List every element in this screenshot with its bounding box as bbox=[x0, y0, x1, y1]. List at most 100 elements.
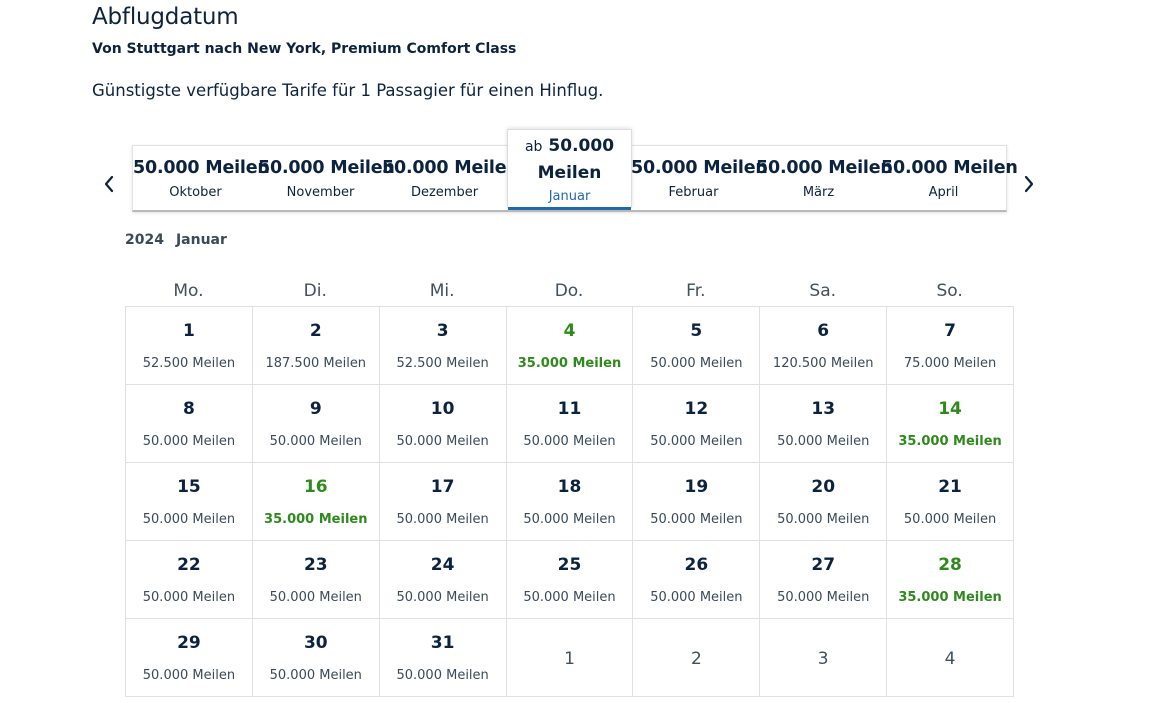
day-number: 28 bbox=[938, 555, 962, 575]
weekday-label: Do. bbox=[554, 281, 584, 301]
day-price: 187.500 Meilen bbox=[265, 356, 367, 371]
month-tab-maerz[interactable]: 50.000 Meilen März bbox=[756, 146, 893, 210]
day-number: 24 bbox=[430, 555, 455, 575]
day-price: 50.000 Meilen bbox=[650, 512, 743, 527]
calendar-day-cell[interactable]: 24 50.000 Meilen bbox=[379, 541, 507, 619]
calendar-day-cell[interactable]: 4 35.000 Meilen bbox=[506, 307, 634, 385]
calendar-day-cell[interactable]: 26 50.000 Meilen bbox=[633, 541, 761, 619]
calendar-day-cell[interactable]: 25 50.000 Meilen bbox=[506, 541, 634, 619]
calendar-day-cell[interactable]: 10 50.000 Meilen bbox=[379, 385, 507, 463]
previous-month-button[interactable] bbox=[98, 172, 120, 196]
month-tab-november[interactable]: 50.000 Meilen November bbox=[258, 146, 395, 210]
day-number: 26 bbox=[684, 555, 709, 575]
calendar-day-cell[interactable]: 21 50.000 Meilen bbox=[887, 463, 1014, 541]
calendar-day-cell[interactable]: 15 50.000 Meilen bbox=[126, 463, 253, 541]
day-price-cheapest: 35.000 Meilen bbox=[264, 512, 368, 527]
calendar-heading: 2024 Januar bbox=[125, 232, 239, 248]
calendar-day-cell[interactable]: 8 50.000 Meilen bbox=[126, 385, 253, 463]
day-number: 2 bbox=[309, 321, 322, 341]
calendar-day-cell[interactable]: 29 50.000 Meilen bbox=[126, 619, 253, 697]
day-number: 17 bbox=[430, 477, 455, 497]
calendar-day-cell[interactable]: 23 50.000 Meilen bbox=[252, 541, 380, 619]
calendar-day-cell[interactable]: 27 50.000 Meilen bbox=[760, 541, 888, 619]
calendar-day-cell[interactable]: 22 50.000 Meilen bbox=[126, 541, 253, 619]
calendar-day-other-month: 2 bbox=[633, 619, 761, 697]
calendar-day-cell[interactable]: 7 75.000 Meilen bbox=[887, 307, 1014, 385]
calendar-day-cell[interactable]: 18 50.000 Meilen bbox=[506, 463, 634, 541]
month-tab-februar[interactable]: 50.000 Meilen Februar bbox=[631, 146, 768, 210]
day-number: 4 bbox=[563, 321, 576, 341]
day-number: 23 bbox=[303, 555, 328, 575]
weekday-label: Mo. bbox=[173, 281, 204, 301]
weekday-header: Mo. Di. Mi. Do. Fr. Sa. So. bbox=[125, 281, 1013, 301]
chevron-left-icon bbox=[104, 175, 114, 193]
month-name: November bbox=[286, 185, 355, 200]
month-name: Januar bbox=[548, 189, 591, 204]
day-number: 1 bbox=[564, 649, 575, 669]
month-tab-dezember[interactable]: 50.000 Meilen Dezember bbox=[382, 146, 519, 210]
day-price: 50.000 Meilen bbox=[142, 512, 236, 527]
calendar-day-cell[interactable]: 13 50.000 Meilen bbox=[760, 385, 888, 463]
day-number: 25 bbox=[557, 555, 582, 575]
month-name: Oktober bbox=[169, 185, 222, 200]
day-number: 12 bbox=[684, 399, 709, 419]
day-price: 50.000 Meilen bbox=[650, 590, 743, 605]
month-price: 50.000 Meilen bbox=[881, 158, 1018, 178]
day-number: 16 bbox=[303, 477, 328, 497]
day-price: 50.000 Meilen bbox=[142, 590, 236, 605]
month-tab-april[interactable]: 50.000 Meilen April bbox=[881, 146, 1018, 210]
weekday-label: Di. bbox=[303, 281, 327, 301]
month-tab-januar-selected[interactable]: ab 50.000 Meilen Januar bbox=[507, 129, 632, 210]
day-number: 8 bbox=[183, 399, 195, 419]
calendar-day-other-month: 1 bbox=[506, 619, 634, 697]
day-number: 19 bbox=[684, 477, 709, 497]
month-tab-oktober[interactable]: 50.000 Meilen Oktober bbox=[133, 146, 270, 210]
calendar-day-cell[interactable]: 1 52.500 Meilen bbox=[126, 307, 253, 385]
calendar-day-cell[interactable]: 11 50.000 Meilen bbox=[506, 385, 634, 463]
calendar-day-cell[interactable]: 19 50.000 Meilen bbox=[633, 463, 761, 541]
calendar-day-cell[interactable]: 9 50.000 Meilen bbox=[252, 385, 380, 463]
day-price: 50.000 Meilen bbox=[777, 512, 870, 527]
day-price: 50.000 Meilen bbox=[142, 434, 236, 449]
fare-info-text: Günstigste verfügbare Tarife für 1 Passa… bbox=[92, 81, 604, 100]
month-name: April bbox=[928, 185, 959, 200]
day-price: 75.000 Meilen bbox=[903, 356, 997, 371]
weekday-label: Sa. bbox=[809, 281, 837, 301]
weekday-label: So. bbox=[936, 281, 963, 301]
day-price: 52.500 Meilen bbox=[142, 356, 236, 371]
calendar-day-cell[interactable]: 17 50.000 Meilen bbox=[379, 463, 507, 541]
calendar-day-cell[interactable]: 12 50.000 Meilen bbox=[633, 385, 761, 463]
calendar-grid: 1 52.500 Meilen 2 187.500 Meilen 3 52.500 Mei… bbox=[125, 306, 1014, 697]
calendar-day-cell[interactable]: 30 50.000 Meilen bbox=[252, 619, 380, 697]
day-number: 11 bbox=[557, 399, 582, 419]
next-month-button[interactable] bbox=[1018, 172, 1040, 196]
calendar-day-cell[interactable]: 31 50.000 Meilen bbox=[379, 619, 507, 697]
day-price: 52.500 Meilen bbox=[396, 356, 489, 371]
calendar-day-cell[interactable]: 2 187.500 Meilen bbox=[252, 307, 380, 385]
selected-indicator bbox=[508, 207, 631, 210]
day-price: 50.000 Meilen bbox=[396, 434, 489, 449]
month-price-value: 50.000 bbox=[548, 136, 615, 156]
day-number: 3 bbox=[436, 321, 449, 341]
calendar-year: 2024 bbox=[125, 232, 164, 248]
calendar-day-cell[interactable]: 6 120.500 Meilen bbox=[760, 307, 888, 385]
day-price: 50.000 Meilen bbox=[269, 668, 362, 683]
calendar-day-cell[interactable]: 3 52.500 Meilen bbox=[379, 307, 507, 385]
day-number: 22 bbox=[177, 555, 201, 575]
calendar-day-cell[interactable]: 5 50.000 Meilen bbox=[633, 307, 761, 385]
day-number: 6 bbox=[817, 321, 830, 341]
day-price-cheapest: 35.000 Meilen bbox=[517, 356, 622, 371]
calendar-month: Januar bbox=[175, 232, 227, 248]
day-number: 30 bbox=[303, 633, 328, 653]
day-number: 9 bbox=[309, 399, 322, 419]
price-prefix: ab bbox=[524, 139, 543, 155]
calendar-day-cell[interactable]: 16 35.000 Meilen bbox=[252, 463, 380, 541]
day-number: 13 bbox=[811, 399, 836, 419]
calendar-day-cell[interactable]: 20 50.000 Meilen bbox=[760, 463, 888, 541]
month-price: 50.000 Meilen bbox=[382, 158, 519, 178]
day-price: 50.000 Meilen bbox=[269, 434, 362, 449]
day-number: 2 bbox=[690, 649, 702, 669]
calendar-day-cell[interactable]: 14 35.000 Meilen bbox=[887, 385, 1014, 463]
calendar-day-cell[interactable]: 28 35.000 Meilen bbox=[887, 541, 1014, 619]
day-price: 50.000 Meilen bbox=[142, 668, 236, 683]
